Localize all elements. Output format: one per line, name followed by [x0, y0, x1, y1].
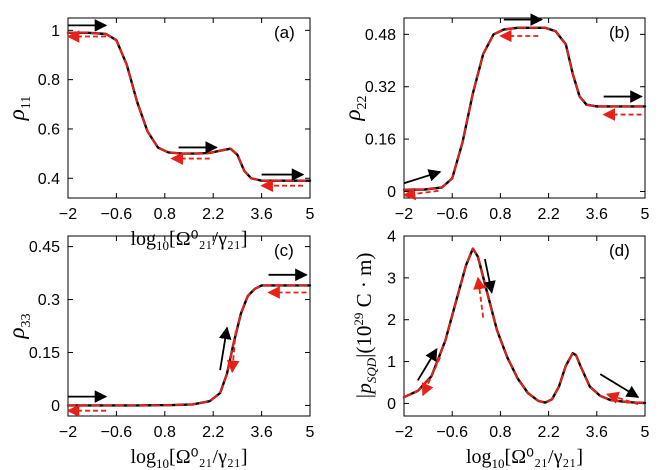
x-tick-label: −2	[59, 424, 77, 441]
series-backward-line	[67, 31, 311, 182]
y-tick-label: 0.16	[365, 132, 396, 149]
x-tick-label: −0.6	[436, 206, 468, 223]
forward-sweep-arrow	[483, 258, 496, 294]
backward-sweep-arrow	[226, 331, 240, 374]
y-tick-label: 0	[51, 398, 60, 415]
forward-sweep-arrow	[218, 326, 232, 371]
series-backward-line	[403, 26, 646, 191]
x-tick-label: −0.6	[436, 424, 468, 441]
y-tick-label: 2	[387, 312, 396, 329]
backward-sweep-arrow	[605, 391, 639, 406]
x-tick-label: 5	[641, 206, 650, 223]
x-tick-label: 3.6	[250, 424, 272, 441]
backward-sweep-arrow	[473, 276, 486, 318]
y-tick-label: 4	[387, 229, 396, 246]
x-tick-label: 0.8	[154, 206, 176, 223]
panel-a: −2 −0.6 0.8 2.2 3.6 5 0.4 0.6 0.8 1 (a) ρ11 log10[Ω⁰…	[4, 17, 315, 253]
y-tick-label: 0.6	[38, 121, 60, 138]
x-tick-label: −2	[395, 424, 413, 441]
x-tick-label: 5	[306, 424, 315, 441]
axes-frame	[403, 17, 646, 199]
series-backward-line	[67, 284, 311, 407]
x-tick-label: −0.6	[101, 206, 133, 223]
y-tick-label: 0.3	[38, 292, 60, 309]
panel-label: (b)	[609, 23, 630, 42]
panel-label: (d)	[609, 241, 630, 260]
y-tick-label: 0.8	[38, 72, 60, 89]
y-tick-label: 0.15	[29, 345, 60, 362]
y-tick-label: 0.45	[29, 239, 60, 256]
axes-frame	[67, 17, 311, 199]
x-tick-label: 5	[641, 424, 650, 441]
y-tick-label: 0.4	[38, 171, 60, 188]
x-tick-label: −0.6	[101, 424, 133, 441]
y-tick-label: 1	[51, 23, 60, 40]
series-backward-line	[403, 247, 646, 404]
x-tick-label: 2.2	[537, 424, 559, 441]
backward-sweep-arrow	[402, 187, 439, 201]
x-axis-label: log10[Ω⁰₂₁/γ₂₁]	[130, 228, 247, 253]
panel-c: −2 −0.6 0.8 2.2 3.6 5 0 0.15 0.3 0.45 (c) ρ33 log10[…	[4, 235, 315, 470]
y-tick-label: 3	[387, 270, 396, 287]
panel-d: −2 −0.6 0.8 2.2 3.6 5 0 1 2 3 4 (d) |pSQD|(1029 C · …	[351, 229, 650, 470]
x-tick-label: 3.6	[250, 206, 272, 223]
backward-sweep-arrow	[421, 357, 441, 397]
panel-label: (c)	[274, 241, 294, 260]
y-axis-label: ρ11	[4, 96, 34, 122]
x-tick-label: 3.6	[586, 424, 608, 441]
series-forward-line	[402, 26, 647, 192]
x-tick-label: −2	[59, 206, 77, 223]
y-tick-label: 0	[387, 184, 396, 201]
x-tick-label: 2.2	[202, 424, 224, 441]
x-tick-label: 5	[306, 206, 315, 223]
y-axis-label: ρ22	[340, 95, 370, 121]
x-tick-label: −2	[395, 206, 413, 223]
x-tick-label: 0.8	[154, 424, 176, 441]
x-axis-label: log10[Ω⁰₂₁/γ₂₁]	[466, 446, 583, 470]
forward-sweep-arrow	[417, 347, 438, 381]
axes-frame	[67, 235, 311, 417]
y-axis-label: |pSQD|(1029 C · m)	[351, 253, 379, 400]
forward-sweep-arrow	[599, 373, 640, 398]
series-forward-line	[66, 284, 312, 407]
x-tick-label: 2.2	[537, 206, 559, 223]
panel-label: (a)	[274, 23, 295, 42]
y-tick-label: 0	[387, 396, 396, 413]
y-tick-label: 1	[387, 354, 396, 371]
x-tick-label: 0.8	[489, 424, 511, 441]
x-axis-label: log10[Ω⁰₂₁/γ₂₁]	[130, 446, 247, 470]
x-tick-label: 2.2	[202, 206, 224, 223]
forward-sweep-arrow	[403, 169, 442, 185]
x-tick-label: 3.6	[586, 206, 608, 223]
y-tick-label: 0.32	[365, 79, 396, 96]
x-tick-label: 0.8	[489, 206, 511, 223]
y-axis-label: ρ33	[4, 313, 34, 339]
panel-b: −2 −0.6 0.8 2.2 3.6 5 0 0.16 0.32 0.48 (b) ρ22	[340, 13, 650, 223]
y-tick-label: 0.48	[365, 27, 396, 44]
axes-frame	[403, 235, 646, 417]
